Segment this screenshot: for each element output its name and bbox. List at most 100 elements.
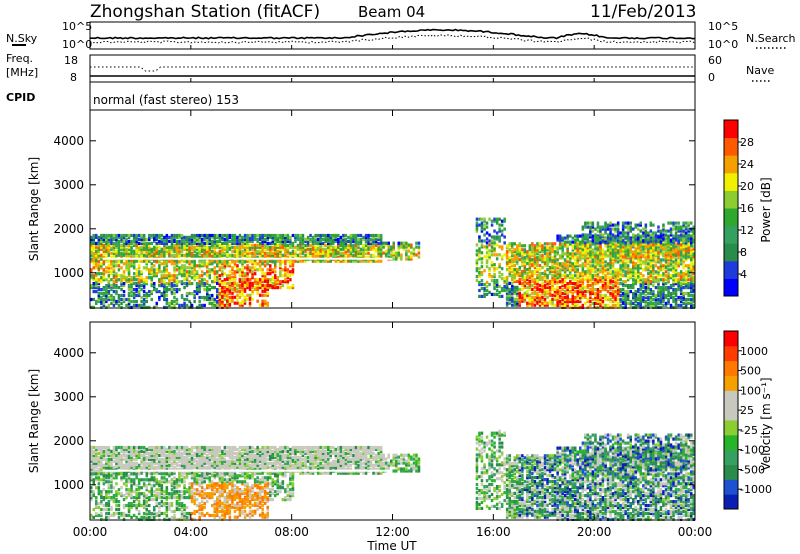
heatmap-cell	[644, 260, 648, 264]
heatmap-cell	[344, 241, 348, 245]
heatmap-cell	[206, 266, 209, 270]
heatmap-cell	[142, 284, 146, 288]
heatmap-cell	[200, 249, 204, 253]
heatmap-cell	[609, 264, 612, 268]
heatmap-cell	[521, 271, 524, 276]
heatmap-cell	[536, 293, 539, 297]
heatmap-cell	[140, 278, 143, 282]
heatmap-cell	[604, 282, 607, 286]
heatmap-cell	[652, 266, 655, 270]
heatmap-cell	[632, 268, 635, 272]
heatmap-cell	[226, 274, 229, 278]
heatmap-cell	[379, 253, 383, 257]
heatmap-cell	[589, 295, 592, 300]
heatmap-cell	[158, 255, 161, 259]
heatmap-cell	[107, 297, 111, 302]
heatmap-cell	[263, 279, 267, 283]
heatmap-cell	[362, 259, 365, 263]
heatmap-cell	[379, 233, 383, 238]
heatmap-cell	[536, 244, 539, 248]
heatmap-cell	[294, 245, 297, 249]
heatmap-cell	[639, 221, 642, 225]
heatmap-cell	[218, 239, 222, 243]
heatmap-cell	[667, 280, 670, 284]
heatmap-cell	[574, 240, 577, 244]
heatmap-cell	[579, 256, 582, 260]
heatmap-cell	[490, 249, 494, 253]
heatmap-cell	[594, 260, 597, 264]
heatmap-cell	[107, 282, 111, 286]
heatmap-cell	[200, 245, 204, 249]
heatmap-cell	[553, 242, 557, 246]
heatmap-cell	[125, 233, 128, 238]
heatmap-cell	[231, 249, 234, 253]
heatmap-cell	[629, 290, 632, 294]
heatmap-cell	[647, 237, 650, 241]
heatmap-cell	[256, 299, 259, 303]
heatmap-cell	[135, 235, 138, 239]
heatmap-cell	[233, 239, 237, 243]
heatmap-cell	[256, 268, 259, 272]
heatmap-cell	[112, 249, 116, 253]
heatmap-cell	[639, 291, 642, 296]
heatmap-cell	[591, 301, 595, 305]
heatmap-cell	[127, 299, 131, 304]
heatmap-cell	[556, 264, 559, 268]
heatmap-cell	[521, 248, 524, 252]
heatmap-cell	[672, 236, 675, 240]
heatmap-cell	[384, 249, 388, 253]
heatmap-cell	[276, 233, 279, 238]
heatmap-cell	[198, 274, 201, 278]
heatmap-cell	[349, 245, 353, 249]
heatmap-cell	[684, 264, 688, 268]
heatmap-cell	[231, 272, 234, 276]
heatmap-cell	[606, 284, 610, 288]
heatmap-cell	[624, 249, 627, 253]
heatmap-cell	[586, 297, 590, 302]
heatmap-cell	[127, 274, 131, 278]
heatmap-cell	[523, 268, 527, 272]
heatmap-cell	[137, 293, 141, 298]
heatmap-cell	[311, 249, 315, 253]
heatmap-cell	[372, 241, 375, 245]
heatmap-cell	[243, 289, 247, 293]
heatmap-cell	[289, 264, 292, 268]
heatmap-cell	[384, 255, 388, 259]
heatmap-cell	[97, 255, 101, 259]
heatmap-cell	[664, 242, 668, 246]
heatmap-cell	[553, 266, 557, 270]
heatmap-cell	[533, 281, 537, 285]
heatmap-cell	[95, 280, 98, 284]
heatmap-cell	[616, 303, 620, 307]
heatmap-cell	[377, 243, 380, 247]
heatmap-cell	[135, 284, 138, 288]
heatmap-cell	[122, 293, 126, 298]
heatmap-cell	[306, 255, 310, 259]
heatmap-cell	[188, 266, 191, 270]
heatmap-cell	[233, 281, 237, 285]
heatmap-cell	[584, 247, 587, 251]
heatmap-cell	[243, 247, 247, 251]
heatmap-cell	[274, 264, 277, 268]
heatmap-cell	[541, 260, 544, 264]
heatmap-cell	[536, 301, 539, 305]
heatmap-cell	[266, 287, 269, 291]
heatmap-cell	[359, 253, 363, 257]
heatmap-cell	[286, 251, 290, 255]
heatmap-cell	[546, 260, 549, 264]
heatmap-cell	[145, 276, 148, 280]
heatmap-cell	[102, 235, 106, 239]
heatmap-cell	[606, 297, 610, 302]
heatmap-cell	[518, 295, 521, 299]
heatmap-cell	[226, 299, 229, 303]
heatmap-cell	[669, 233, 673, 237]
heatmap-cell	[263, 293, 267, 297]
heatmap-cell	[687, 301, 690, 305]
heatmap-cell	[221, 291, 224, 295]
heatmap-cell	[367, 233, 370, 238]
heatmap-cell	[269, 259, 272, 263]
heatmap-cell	[526, 271, 529, 276]
heatmap-cell	[102, 276, 106, 280]
heatmap-cell	[221, 301, 224, 305]
heatmap-cell	[672, 284, 675, 288]
